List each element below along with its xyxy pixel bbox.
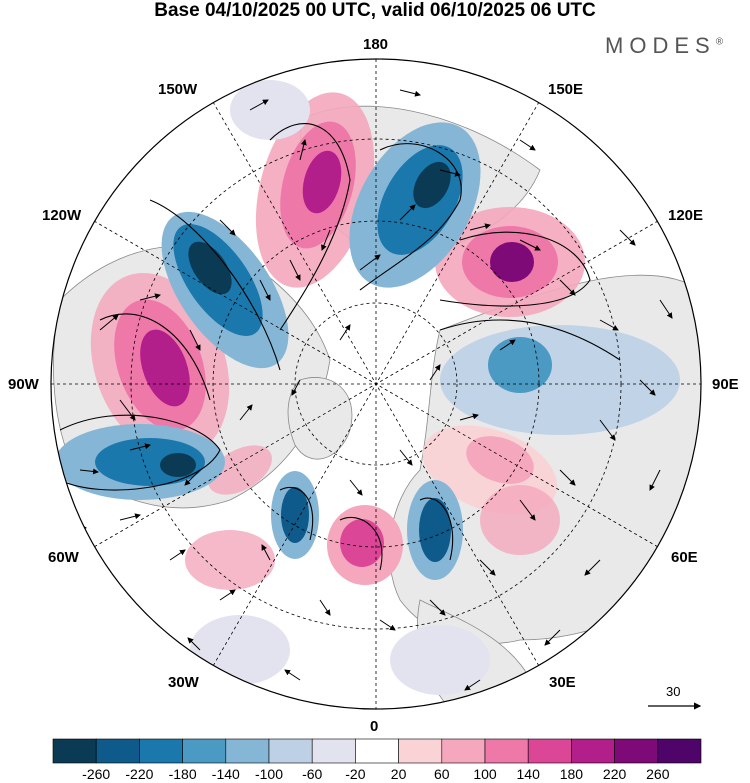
colorbar-tick-label: -20 xyxy=(345,766,366,782)
colorbar-tick-label: 60 xyxy=(434,766,450,782)
colorbar-swatch xyxy=(657,738,702,764)
colorbar-tick-label: 180 xyxy=(559,766,584,782)
brand-name: MODES xyxy=(605,33,716,58)
brand-logo: MODES® xyxy=(605,33,723,59)
colorbar-swatch xyxy=(398,738,443,764)
colorbar xyxy=(52,738,702,764)
colorbar-swatch xyxy=(355,738,399,764)
colorbar-tick-label: -260 xyxy=(82,766,111,782)
lon-label-150e: 150E xyxy=(548,81,584,98)
colorbar-tick-label: 20 xyxy=(390,766,407,782)
lon-label-120e: 120E xyxy=(668,207,704,224)
colorbar-swatch xyxy=(182,738,227,764)
colorbar-swatch xyxy=(441,738,486,764)
colorbar-swatch xyxy=(614,738,659,764)
colorbar-tick-label: 140 xyxy=(516,766,540,782)
lon-label-30e: 30E xyxy=(549,674,576,691)
lon-label-60w: 60W xyxy=(48,549,79,566)
lon-label-30w: 30W xyxy=(168,674,199,691)
colorbar-swatch xyxy=(268,738,313,764)
colorbar-tick-label: -60 xyxy=(302,766,323,782)
graticule xyxy=(51,59,701,709)
height-contours xyxy=(59,123,621,571)
anomaly-fields xyxy=(55,80,680,695)
colorbar-swatch xyxy=(225,738,270,764)
lon-label-0: 0 xyxy=(370,718,379,735)
colorbar-tick-label: 220 xyxy=(602,766,627,782)
colorbar-swatch xyxy=(571,738,615,764)
colorbar-swatch xyxy=(95,738,140,764)
lon-label-60e: 60E xyxy=(671,549,698,566)
map-title: Base 04/10/2025 00 UTC, valid 06/10/2025… xyxy=(154,0,596,21)
brand-mark: ® xyxy=(715,36,724,48)
colorbar-tick-label: -220 xyxy=(125,766,154,782)
lon-label-90w: 90W xyxy=(8,376,39,393)
greenland-land xyxy=(287,377,353,460)
lon-label-150w: 150W xyxy=(158,81,198,98)
reference-vector-label: 30 xyxy=(666,684,681,699)
lon-label-90e: 90E xyxy=(712,376,739,393)
colorbar-tick-label: -100 xyxy=(254,766,284,782)
lon-label-120w: 120W xyxy=(42,207,82,224)
colorbar-tick-label: 100 xyxy=(473,766,497,782)
colorbar-tick-label: -140 xyxy=(211,766,240,782)
colorbar-swatch xyxy=(484,738,529,764)
colorbar-swatch xyxy=(527,738,572,764)
colorbar-tick-label: 260 xyxy=(646,766,670,782)
colorbar-swatch xyxy=(52,738,97,764)
colorbar-tick-label: -180 xyxy=(168,766,197,782)
colorbar-swatch xyxy=(311,738,356,764)
wind-vectors xyxy=(79,89,673,691)
map-border xyxy=(50,58,702,710)
lon-label-180: 180 xyxy=(363,36,389,53)
colorbar-swatch xyxy=(139,738,183,764)
